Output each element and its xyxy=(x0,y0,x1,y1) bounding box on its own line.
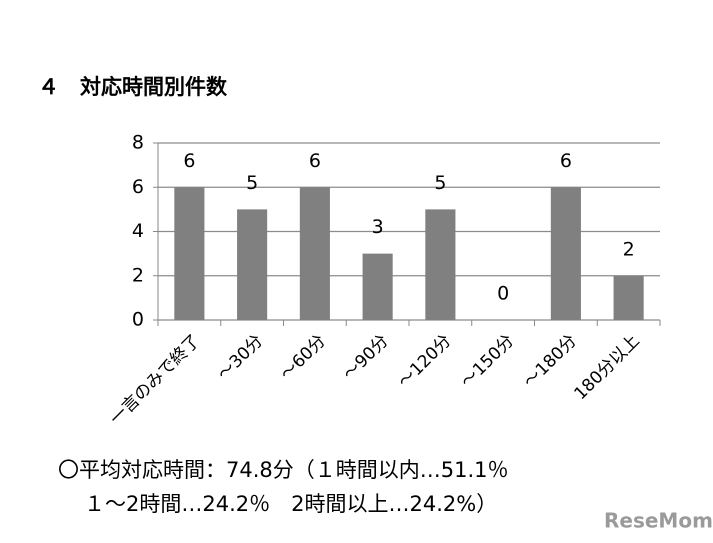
bar xyxy=(362,253,393,320)
data-label: 3 xyxy=(372,216,384,238)
y-tick-label: 4 xyxy=(132,220,144,242)
data-label: 5 xyxy=(246,172,258,194)
bar xyxy=(425,209,456,320)
data-label: 6 xyxy=(183,150,195,172)
x-tick-label: ～150分 xyxy=(457,331,518,392)
x-tick-label: 一言のみで終了 xyxy=(106,331,204,429)
footer-line: １～2時間…24.2％ 2時間以上…24.2%） xyxy=(84,492,497,516)
bar xyxy=(613,275,644,320)
x-tick-label: 180分以上 xyxy=(571,331,644,404)
y-tick-label: 8 xyxy=(132,132,144,154)
y-tick-label: 0 xyxy=(132,309,144,331)
x-tick-label: ～180分 xyxy=(520,331,581,392)
y-tick-label: 6 xyxy=(132,176,144,198)
chart-title: ４ 対応時間別件数 xyxy=(38,75,228,99)
x-tick-label: ～60分 xyxy=(276,331,329,384)
footer-line: 〇平均対応時間：74.8分（１時間以内…51.1％ xyxy=(58,458,509,482)
data-label: 6 xyxy=(560,150,572,172)
bar xyxy=(299,187,330,320)
x-tick-label: ～30分 xyxy=(214,331,267,384)
data-label: 2 xyxy=(623,238,635,260)
bar xyxy=(174,187,205,320)
data-label: 0 xyxy=(497,283,509,305)
x-tick-label: ～120分 xyxy=(394,331,455,392)
data-label: 6 xyxy=(309,150,321,172)
data-label: 5 xyxy=(434,172,446,194)
y-tick-label: 2 xyxy=(132,264,144,286)
bar xyxy=(237,209,268,320)
x-tick-label: ～90分 xyxy=(339,331,392,384)
watermark: ReseMom xyxy=(604,509,713,533)
bar xyxy=(550,187,581,320)
